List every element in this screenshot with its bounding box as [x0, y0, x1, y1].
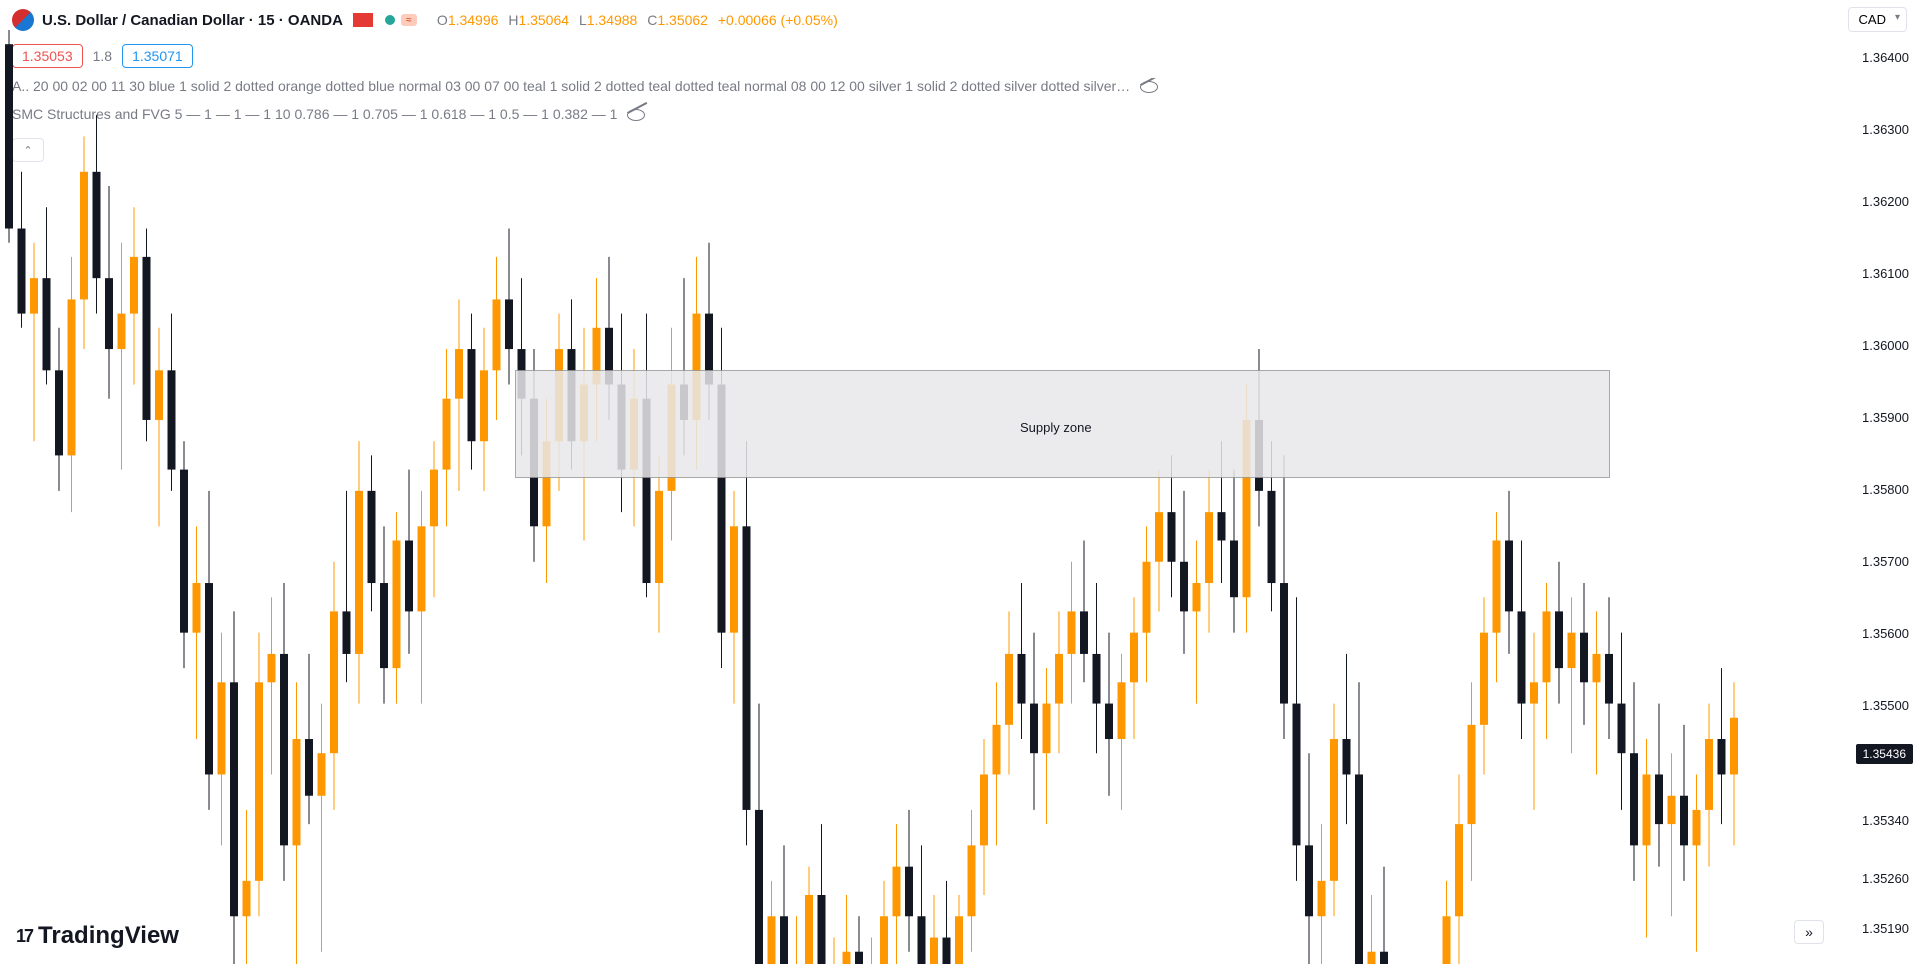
market-status-icon [385, 15, 395, 25]
currency-select[interactable]: CAD [1848, 7, 1907, 32]
delay-badge: ≈ [401, 14, 417, 26]
goto-latest-button[interactable]: » [1794, 920, 1824, 944]
tradingview-watermark: 17 TradingView [16, 922, 179, 950]
exchange-flag-icon [353, 13, 373, 27]
tradingview-logo-icon: 17 [16, 926, 32, 947]
price-axis[interactable]: 1.364001.363001.362001.361001.360001.359… [1834, 30, 1919, 964]
candlestick-svg [0, 30, 1834, 964]
ohlc-display: O1.34996 H1.35064 L1.34988 C1.35062 +0.0… [431, 12, 838, 28]
chart-canvas[interactable]: Supply zone [0, 30, 1834, 964]
supply-zone-label: Supply zone [1020, 420, 1092, 435]
symbol-name[interactable]: U.S. Dollar / Canadian Dollar · 15 · OAN… [42, 12, 343, 29]
symbol-flag-icon [12, 9, 34, 31]
